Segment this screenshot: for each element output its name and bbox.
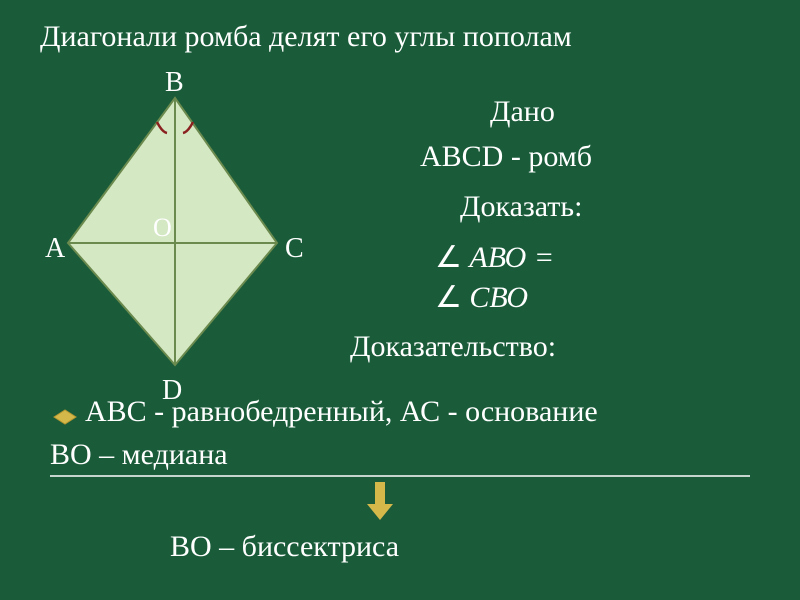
angle-cbo: ∠ СВО bbox=[435, 280, 528, 315]
given-label: Дано bbox=[490, 95, 555, 129]
arrow-down-icon bbox=[365, 482, 395, 522]
vertex-c-label: C bbox=[285, 233, 304, 265]
angle-cbo-text: СВО bbox=[469, 281, 528, 314]
angle-symbol-1: ∠ bbox=[435, 241, 462, 274]
proof-label: Доказательство: bbox=[350, 330, 556, 364]
prove-label: Доказать: bbox=[460, 190, 582, 224]
vertex-a-label: A bbox=[45, 233, 65, 265]
proof-step2: ВО – медиана bbox=[50, 438, 228, 472]
underline-1 bbox=[50, 475, 750, 478]
vertex-b-label: B bbox=[165, 67, 184, 99]
given-content: АВСD - ромб bbox=[420, 140, 592, 174]
proof-step1: АВС - равнобедренный, АС - основание bbox=[85, 395, 598, 429]
rhombus-polygon bbox=[68, 98, 277, 365]
angle-symbol-2: ∠ bbox=[435, 281, 462, 314]
page-title: Диагонали ромба делят его углы пополам bbox=[40, 20, 572, 54]
angle-abo: ∠ АВО = bbox=[435, 240, 554, 275]
proof-step3: ВО – биссектриса bbox=[170, 530, 399, 564]
angle-abo-text: АВО = bbox=[469, 241, 554, 274]
vertex-o-label: O bbox=[153, 213, 172, 243]
diamond-marker bbox=[52, 408, 78, 426]
rhombus-diagram: B A C D O bbox=[40, 60, 300, 380]
